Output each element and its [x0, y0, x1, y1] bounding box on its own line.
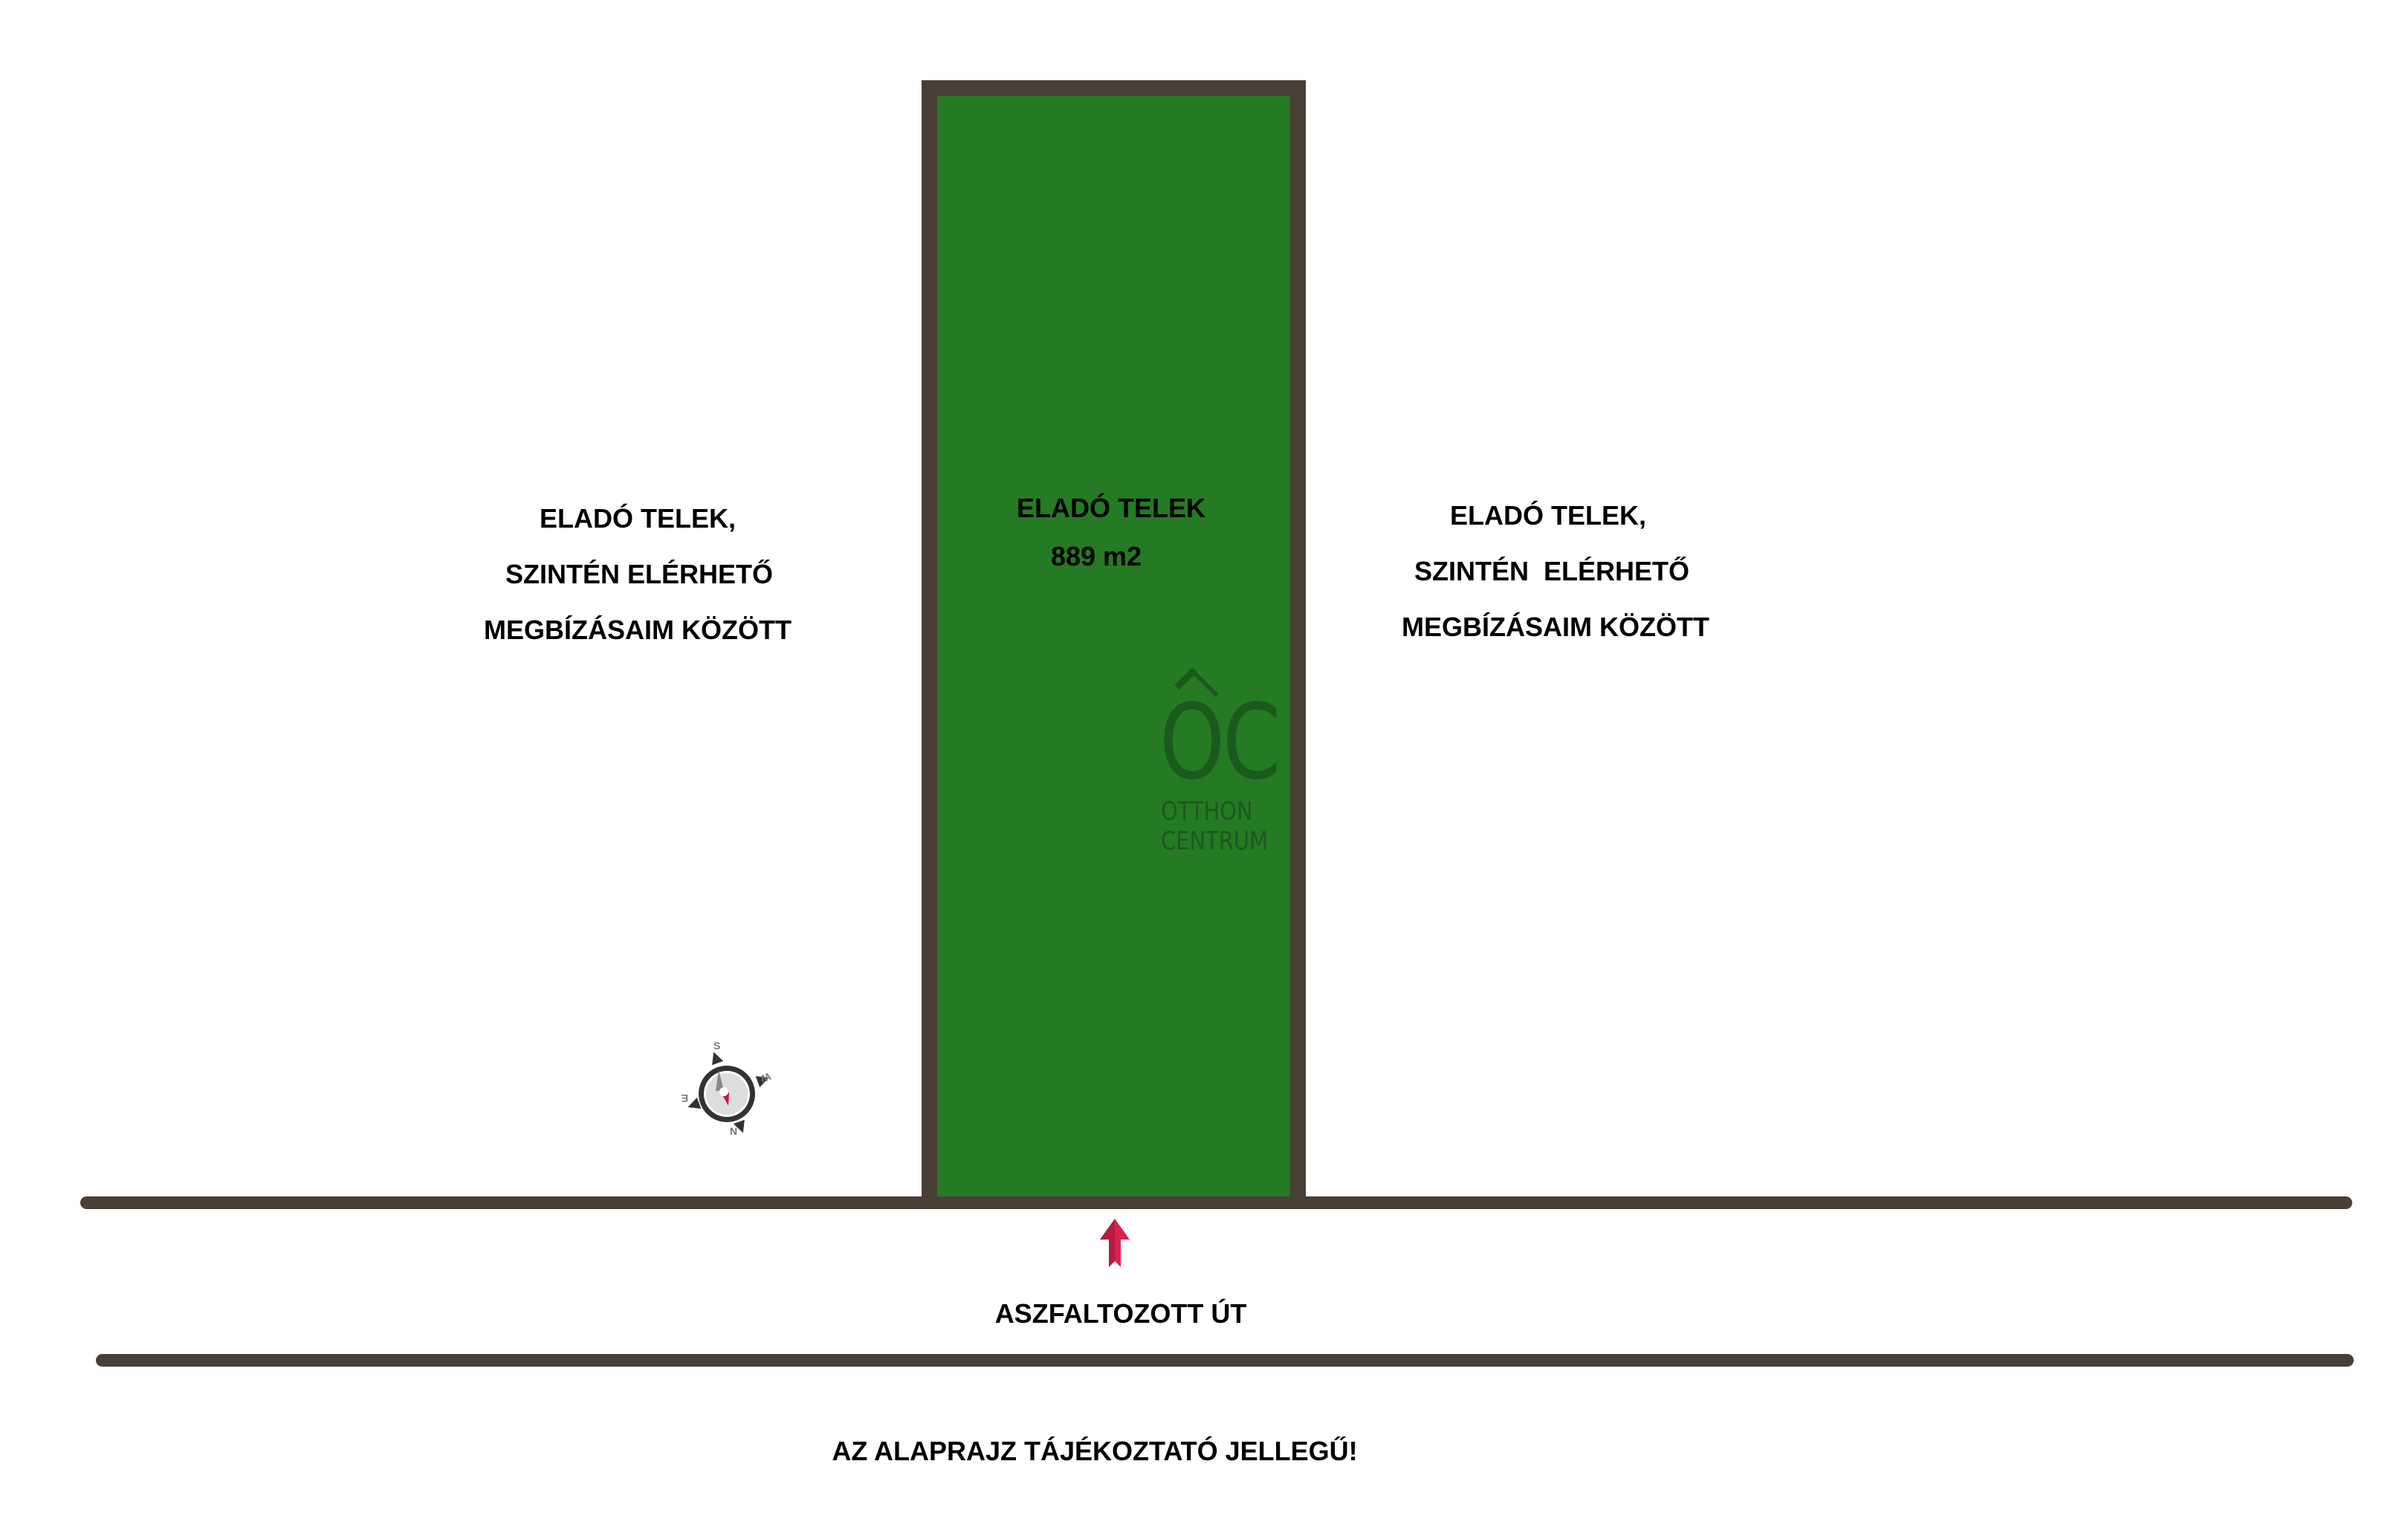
- logo-monogram: OC: [1159, 682, 1281, 803]
- right-plot-line-2: SZINTÉN ELÉRHETŐ: [1414, 556, 1690, 586]
- road-label: ASZFALTOZOTT ÚT: [994, 1298, 1247, 1329]
- left-plot-line-1: ELADÓ TELEK,: [539, 503, 737, 534]
- logo-line-1: OTTHON: [1161, 797, 1253, 826]
- compass-n: N: [730, 1125, 737, 1137]
- right-plot-line-3: MEGBÍZÁSAIM KÖZÖTT: [1402, 612, 1709, 642]
- compass-w: W: [759, 1070, 773, 1085]
- plot-area-label: 889 m2: [1050, 541, 1142, 571]
- entrance-arrow-icon: [1100, 1219, 1130, 1267]
- compass-icon: S W E N: [682, 1040, 773, 1137]
- otthon-centrum-logo: OC OTTHON CENTRUM: [1159, 667, 1281, 862]
- logo-line-2: CENTRUM: [1161, 826, 1268, 856]
- compass-s: S: [713, 1040, 720, 1052]
- plot-area: [937, 96, 1290, 1201]
- left-plot-line-3: MEGBÍZÁSAIM KÖZÖTT: [484, 615, 792, 645]
- left-plot-line-2: SZINTÉN ELÉRHETŐ: [505, 559, 774, 589]
- compass-e: E: [682, 1092, 688, 1104]
- disclaimer: AZ ALAPRAJZ TÁJÉKOZTATÓ JELLEGŰ!: [832, 1436, 1358, 1466]
- plot-for-sale: [922, 80, 1306, 1201]
- road-edge-bottom: [96, 1354, 2354, 1367]
- plot-title: ELADÓ TELEK: [1016, 493, 1206, 523]
- road-edge-top: [80, 1196, 2352, 1209]
- right-plot-line-1: ELADÓ TELEK,: [1449, 500, 1647, 531]
